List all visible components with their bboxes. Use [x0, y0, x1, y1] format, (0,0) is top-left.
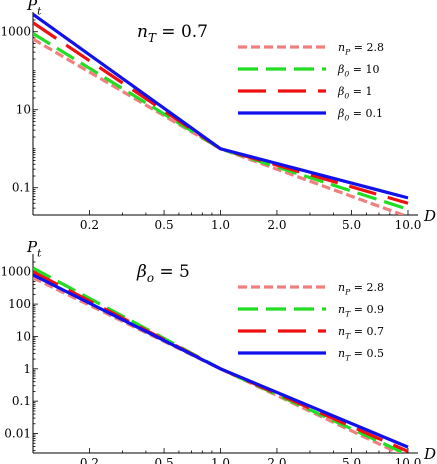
y-tick-label: 1 — [23, 362, 31, 376]
y-tick-label: 0.1 — [12, 181, 31, 195]
x-tick-label: 0.5 — [155, 218, 174, 232]
x-tick-label: 0.5 — [155, 456, 174, 464]
legend-label-1: nP = 2.8 — [338, 41, 384, 56]
legend-label-1-rest: = 2.8 — [350, 281, 384, 294]
y-tick-label: 1000 — [0, 265, 31, 279]
x-tick-label: 5.0 — [342, 218, 361, 232]
x-tick-label: 5.0 — [342, 456, 361, 464]
x-tick-label: 0.2 — [80, 218, 99, 232]
x-axis-label: D — [423, 207, 436, 225]
y-axis-label-var: P — [26, 238, 38, 256]
legend-label-2-var: n — [338, 303, 345, 316]
legend-label-4: β0 = 0.1 — [337, 107, 383, 122]
panel-annotation-rest: = 0.7 — [156, 22, 208, 42]
legend-label-4-sub: T — [345, 353, 351, 362]
x-tick-label: 2.0 — [267, 456, 286, 464]
panel-annotation-var: β — [136, 262, 147, 282]
y-axis-label-sub: t — [37, 6, 42, 18]
panel-annotation-rest: = 5 — [154, 262, 190, 282]
x-tick-label: 10.0 — [395, 218, 422, 232]
x-tick-label: 10.0 — [395, 456, 422, 464]
legend-label-4-var: β — [337, 107, 344, 120]
x-tick-label: 2.0 — [267, 218, 286, 232]
x-axis-label: D — [423, 445, 436, 463]
legend-label-1-sub: P — [344, 287, 351, 296]
series-line-2 — [33, 266, 408, 453]
y-tick-label: 10 — [16, 329, 31, 343]
legend-label-1: nP = 2.8 — [338, 281, 384, 296]
legend-label-4-sub: 0 — [344, 113, 349, 122]
legend-label-3: nT = 0.7 — [338, 325, 384, 340]
x-axis-label-var: D — [423, 445, 436, 463]
legend-label-1-sub: P — [344, 47, 351, 56]
legend-label-3-sub: 0 — [344, 91, 349, 100]
y-tick-label: 10 — [16, 103, 31, 117]
chart-panel-2: 0.2 0.5 1.0 2.0 5.0 10.0 1000 100 10 1 0.1 0.01 Pt Dβ… — [0, 238, 436, 464]
legend-label-2-sub: T — [345, 309, 351, 318]
legend-label-3-var: β — [337, 85, 344, 98]
y-tick-label: 0.1 — [12, 394, 31, 408]
series-line-1 — [33, 37, 408, 215]
y-axis-label-sub: t — [37, 248, 42, 260]
legend-label-4-rest: = 0.1 — [349, 107, 383, 120]
x-tick-label: 0.2 — [80, 456, 99, 464]
y-tick-label: 0.01 — [4, 427, 31, 441]
legend-label-1-var: n — [338, 41, 345, 54]
series-line-2 — [33, 32, 409, 211]
y-tick-label: 100 — [8, 297, 31, 311]
x-axis-label-var: D — [423, 207, 436, 225]
y-axis-label-var: P — [26, 0, 38, 14]
legend-label-2: nT = 0.9 — [338, 303, 384, 318]
panel-annotation: βo = 5 — [136, 262, 190, 285]
legend-label-2: β0 = 10 — [337, 63, 379, 78]
legend-label-3-sub: T — [345, 331, 351, 340]
y-axis-label: Pt — [26, 0, 42, 18]
legend-label-4-rest: = 0.5 — [350, 347, 384, 360]
legend-label-1-var: n — [338, 281, 345, 294]
panel-annotation: nT = 0.7 — [137, 22, 208, 45]
panel-annotation-sub: T — [148, 31, 157, 45]
legend-label-4: nT = 0.5 — [338, 347, 384, 362]
series-line-4 — [33, 12, 409, 200]
legend-label-2-var: β — [337, 63, 344, 76]
legend-label-3-rest: = 1 — [349, 85, 372, 98]
series-line-4 — [33, 273, 409, 449]
legend-label-2-sub: 0 — [344, 69, 349, 78]
legend-label-3-rest: = 0.7 — [350, 325, 384, 338]
legend-label-4-var: n — [338, 347, 345, 360]
panel-annotation-var: n — [137, 22, 148, 42]
panel-annotation-sub: o — [147, 271, 154, 285]
x-tick-label: 1.0 — [211, 456, 230, 464]
legend-label-3-var: n — [338, 325, 345, 338]
legend-label-1-rest: = 2.8 — [350, 41, 384, 54]
y-tick-label: 1000 — [0, 25, 31, 39]
x-tick-label: 1.0 — [211, 218, 230, 232]
legend-label-2-rest: = 10 — [349, 63, 379, 76]
y-axis-label: Pt — [26, 238, 42, 260]
legend-label-2-rest: = 0.9 — [350, 303, 384, 316]
legend-label-3: β0 = 1 — [337, 85, 372, 100]
